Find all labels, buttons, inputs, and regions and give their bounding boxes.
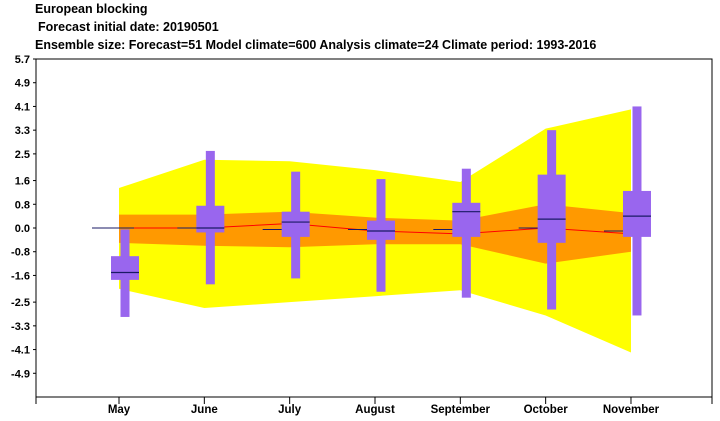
y-tick-label: 0.0	[15, 223, 30, 235]
forecast-box	[281, 211, 310, 237]
y-tick-label: 4.9	[15, 78, 30, 90]
y-tick-label: 5.7	[15, 54, 30, 66]
ensemble-info: Ensemble size: Forecast=51 Model climate…	[35, 38, 597, 52]
x-tick-label: May	[108, 404, 131, 416]
y-tick-label: -4.1	[11, 345, 30, 357]
forecast-box	[452, 202, 481, 237]
forecast-date: Forecast initial date: 20190501	[38, 20, 219, 34]
y-tick-label: 0.8	[15, 199, 30, 211]
x-tick-label: October	[524, 404, 569, 416]
x-tick-label: June	[191, 404, 218, 416]
y-tick-label: 3.3	[15, 125, 30, 137]
x-tick-label: November	[603, 404, 660, 416]
forecast-box	[366, 220, 395, 240]
y-tick-label: -3.3	[11, 321, 30, 333]
x-tick-label: August	[355, 404, 395, 416]
y-tick-label: -0.8	[11, 247, 30, 259]
y-tick-label: -2.5	[11, 297, 30, 309]
forecast-box	[111, 256, 139, 280]
y-tick-label: 1.6	[15, 176, 30, 188]
x-tick-label: July	[278, 404, 302, 416]
forecast-box	[622, 190, 651, 237]
forecast-box	[537, 174, 566, 243]
y-tick-label: 4.1	[15, 101, 30, 113]
y-tick-label: 2.5	[15, 149, 30, 161]
x-tick-label: September	[431, 404, 491, 416]
y-tick-label: -4.9	[11, 368, 30, 380]
y-tick-label: -1.6	[11, 270, 30, 282]
chart-title: European blocking	[35, 2, 148, 16]
